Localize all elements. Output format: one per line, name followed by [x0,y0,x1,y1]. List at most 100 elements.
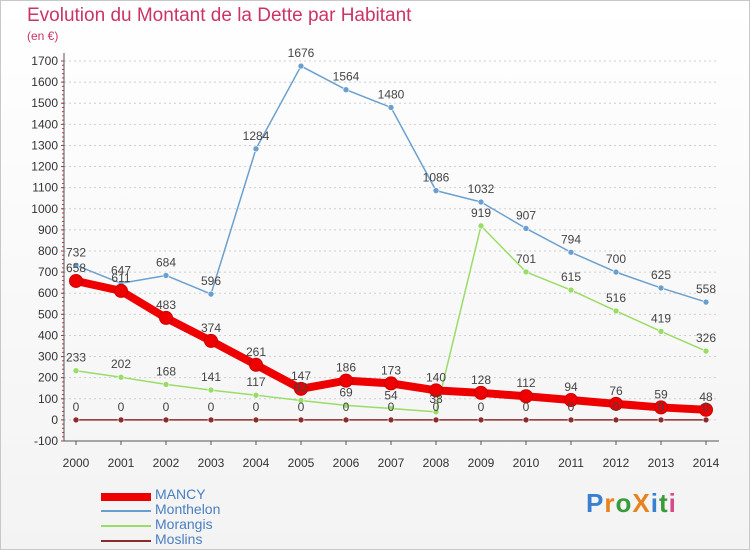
data-label: 326 [696,331,716,345]
data-label: 0 [433,400,440,414]
data-point [339,373,353,388]
data-label: 0 [298,400,305,414]
x-tick-label: 2010 [513,456,540,470]
data-point [342,416,350,424]
legend-swatch [101,510,151,512]
data-label: 140 [426,370,446,384]
data-point [114,283,128,298]
y-tick-label: 1200 [31,160,58,174]
data-label: 658 [66,261,86,275]
data-point [387,104,395,111]
y-tick-label: 0 [51,413,58,427]
data-point [162,381,170,388]
data-label: 0 [208,400,215,414]
data-label: 0 [253,400,260,414]
y-tick-label: 1000 [31,202,58,216]
data-label: 261 [246,345,266,359]
y-tick-label: 500 [38,307,58,321]
logo-letter: i [668,488,677,518]
data-label: 558 [696,282,716,296]
data-label: 0 [658,400,665,414]
data-label: 374 [201,321,221,335]
logo-letter: i [650,488,659,518]
data-label: 59 [654,387,668,401]
data-label: 1032 [468,182,495,196]
y-tick-label: 900 [38,223,58,237]
data-point [72,262,80,269]
data-point [252,416,260,424]
data-label: 0 [568,400,575,414]
data-point [387,405,395,412]
legend-label: Morangis [155,516,213,532]
data-point [567,248,575,256]
data-label: 0 [613,400,620,414]
data-point [522,416,530,424]
data-point [72,416,80,424]
data-label: 112 [516,376,535,390]
data-point [162,416,170,424]
data-point [162,272,170,279]
data-point [657,284,665,292]
chart-subtitle: (en €) [27,29,59,43]
legend-label: Monthelon [155,501,221,517]
data-label: 0 [73,400,80,414]
data-point [699,402,713,417]
data-label: 647 [111,263,131,277]
x-tick-label: 2004 [243,456,270,470]
data-point [702,347,710,355]
data-label: 483 [156,298,176,312]
data-point [522,268,530,276]
data-label: 516 [606,291,626,305]
data-label: 794 [561,232,581,246]
data-point [702,416,710,424]
data-point [297,397,305,404]
y-tick-label: 1700 [31,54,58,68]
data-label: 0 [478,400,485,414]
x-tick-label: 2001 [108,456,135,470]
logo-letter: P [586,488,605,518]
data-point [117,373,125,381]
x-tick-label: 2006 [333,456,360,470]
x-tick-label: 2000 [63,456,90,470]
data-point [612,268,620,276]
data-point [702,298,710,306]
data-point [384,376,398,391]
y-tick-label: 1400 [31,117,58,131]
x-tick-label: 2009 [468,456,495,470]
data-label: 732 [66,245,86,259]
data-point [612,416,620,424]
data-point [654,400,668,415]
logo-letter: r [604,488,616,518]
data-label: 1284 [243,129,270,143]
x-tick-label: 2011 [558,456,584,470]
logo-letter: o [615,488,633,518]
data-label: 186 [336,361,356,375]
data-point [522,225,530,232]
data-label: 0 [388,400,395,414]
y-tick-label: 1300 [31,138,58,152]
data-label: 684 [156,255,176,269]
y-tick-label: 700 [38,265,58,279]
data-label: 907 [516,208,536,222]
data-point [567,286,575,294]
x-tick-label: 2013 [648,456,675,470]
data-point [477,222,485,230]
data-label: 611 [111,271,130,285]
data-label: 701 [516,252,536,266]
data-point [657,328,665,335]
y-tick-label: 100 [38,392,58,406]
proxiti-logo: ProXiti [586,488,677,519]
chart-title: Evolution du Montant de la Dette par Hab… [27,5,412,26]
data-point [252,391,260,399]
data-point [294,381,308,396]
data-point [207,416,215,424]
data-label: 1564 [333,70,360,84]
legend-label: MANCY [155,486,206,502]
data-label: 94 [564,380,578,394]
data-point [297,62,305,70]
data-point [657,416,665,424]
data-point [207,290,215,298]
data-label: 38 [429,392,443,406]
data-label: 128 [471,373,491,387]
y-tick-label: 400 [38,328,58,342]
